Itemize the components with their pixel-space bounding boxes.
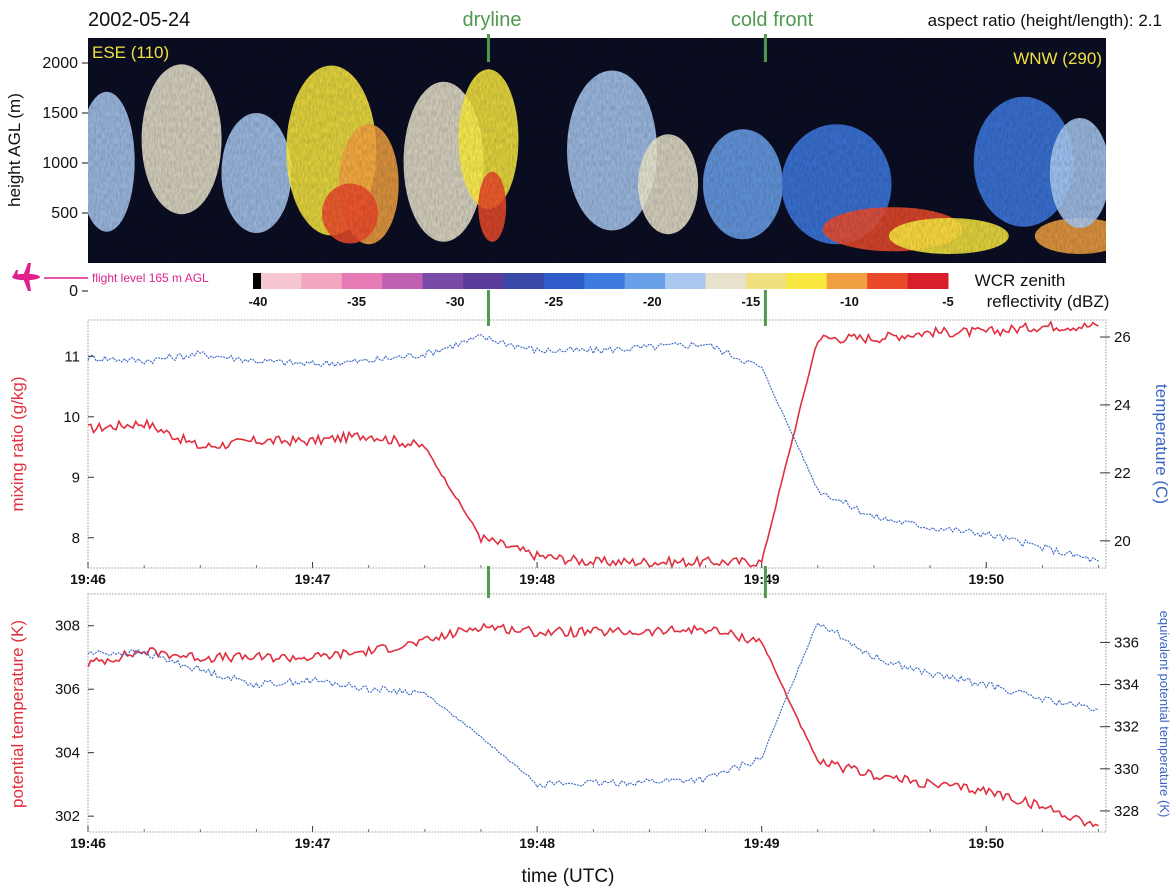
ytick-right-label: 24 bbox=[1114, 397, 1131, 414]
marker-label-cold-front: cold front bbox=[731, 9, 814, 31]
colorbar-cell bbox=[665, 273, 707, 289]
ytick-right-label: 328 bbox=[1114, 803, 1139, 820]
colorbar-cell bbox=[867, 273, 909, 289]
colorbar-tick-label: -25 bbox=[544, 294, 563, 309]
xtick-label: 19:49 bbox=[744, 835, 780, 851]
colorbar-cell bbox=[463, 273, 504, 289]
ytick-left-label: 10 bbox=[63, 409, 80, 426]
colorbar-cell bbox=[261, 273, 302, 289]
colorbar-cell bbox=[786, 273, 828, 289]
date-label: 2002-05-24 bbox=[88, 9, 190, 31]
marker-label-dryline: dryline bbox=[463, 9, 522, 31]
colorbar-tick-label: -10 bbox=[840, 294, 859, 309]
ytick-left-label: 9 bbox=[72, 469, 80, 486]
ytick-right-label: 22 bbox=[1114, 465, 1131, 482]
colorbar-ticks: -40 -35 -30 -25 -20 -15 -10 -5 bbox=[249, 294, 954, 309]
radar-ytick-label: 1500 bbox=[42, 105, 78, 122]
ytick-left-label: 306 bbox=[55, 681, 80, 698]
ytick-right-label: 336 bbox=[1114, 634, 1139, 651]
xtick-label: 19:46 bbox=[70, 835, 106, 851]
bottom-panel-frame bbox=[87, 593, 1107, 833]
ytick-right-label: 26 bbox=[1114, 329, 1131, 346]
xtick-label: 19:49 bbox=[744, 571, 780, 587]
ytick-left-label: 8 bbox=[72, 530, 80, 547]
colorbar-tick-label: -15 bbox=[741, 294, 760, 309]
radar-ylabel: height AGL (m) bbox=[5, 93, 24, 207]
temperature-ylabel: temperature (C) bbox=[1152, 384, 1170, 504]
ytick-right-label: 332 bbox=[1114, 719, 1139, 736]
colorbar-cell bbox=[382, 273, 424, 289]
colorbar-label-line2: reflectivity (dBZ) bbox=[987, 292, 1110, 311]
direction-right: WNW (290) bbox=[1013, 49, 1102, 68]
xtick-label: 19:50 bbox=[968, 571, 1004, 587]
colorbar-cell bbox=[745, 273, 787, 289]
middle-panel-frame bbox=[87, 319, 1107, 569]
radar-speckle bbox=[88, 38, 1106, 263]
ytick-left-label: 308 bbox=[55, 618, 80, 635]
bottom-plot-area: 302 304 306 308 328 330 332 334 336 19:46 19:47 19:… bbox=[55, 618, 1139, 851]
colorbar-cell bbox=[341, 273, 383, 289]
middle-plot-area: 8 9 10 11 20 22 24 26 19:46 19:47 19:48 19:49 19:50 bbox=[63, 320, 1131, 587]
radar-panel: ESE (110) WNW (290) 2000 1500 1000 500 0 hei… bbox=[5, 38, 1106, 300]
radar-y-axis: 2000 1500 1000 500 0 bbox=[42, 55, 88, 300]
colorbar-cell bbox=[301, 273, 343, 289]
colorbar-tick-label: -5 bbox=[942, 294, 954, 309]
colorbar-cells bbox=[261, 273, 949, 289]
colorbar-tick-label: -35 bbox=[347, 294, 366, 309]
equivalent-potential-temperature-ylabel: equivalent potential temperature (K) bbox=[1157, 611, 1170, 818]
ytick-left-label: 304 bbox=[55, 745, 80, 762]
radar-ytick-label: 0 bbox=[69, 283, 78, 300]
xtick-label: 19:48 bbox=[519, 835, 555, 851]
colorbar-tick-label: -40 bbox=[249, 294, 268, 309]
radar-ytick-label: 1000 bbox=[42, 155, 78, 172]
colorbar-cell bbox=[705, 273, 747, 289]
potential-temperature-panel: 302 304 306 308 328 330 332 334 336 19:46 19:47 19:… bbox=[8, 593, 1170, 887]
series-line bbox=[87, 334, 1099, 563]
series-line bbox=[87, 622, 1099, 788]
airplane-icon bbox=[12, 263, 40, 291]
xtick-label: 19:48 bbox=[519, 571, 555, 587]
potential-temperature-ylabel: potential temperature (K) bbox=[8, 620, 27, 808]
colorbar-cell bbox=[584, 273, 626, 289]
colorbar-tick-label: -30 bbox=[446, 294, 465, 309]
colorbar-cell bbox=[826, 273, 868, 289]
xtick-label: 19:46 bbox=[70, 571, 106, 587]
flight-level-label: flight level 165 m AGL bbox=[92, 271, 209, 285]
time-xlabel: time (UTC) bbox=[522, 866, 615, 887]
ytick-left-label: 302 bbox=[55, 808, 80, 825]
colorbar-cell bbox=[503, 273, 545, 289]
colorbar-cell bbox=[624, 273, 666, 289]
flight-level-indicator: flight level 165 m AGL bbox=[12, 263, 209, 291]
radar-ytick-label: 2000 bbox=[42, 55, 78, 72]
colorbar: -40 -35 -30 -25 -20 -15 -10 -5 WCR zenith refle… bbox=[249, 271, 1110, 311]
ytick-left-label: 11 bbox=[64, 348, 80, 365]
radar-ytick-label: 500 bbox=[51, 205, 78, 222]
direction-left: ESE (110) bbox=[92, 43, 169, 62]
xtick-label: 19:47 bbox=[295, 835, 331, 851]
colorbar-cell bbox=[907, 273, 949, 289]
colorbar-tick-label: -20 bbox=[643, 294, 662, 309]
series-line bbox=[87, 622, 1099, 828]
ytick-right-label: 330 bbox=[1114, 761, 1139, 778]
mixing-ratio-ylabel: mixing ratio (g/kg) bbox=[8, 376, 27, 511]
ytick-right-label: 334 bbox=[1114, 677, 1139, 694]
colorbar-black-cell bbox=[253, 273, 261, 289]
colorbar-cell bbox=[422, 273, 464, 289]
xtick-label: 19:47 bbox=[295, 571, 331, 587]
xtick-label: 19:50 bbox=[968, 835, 1004, 851]
colorbar-label-line1: WCR zenith bbox=[975, 271, 1066, 290]
front-markers bbox=[486, 34, 767, 598]
ytick-right-label: 20 bbox=[1114, 533, 1131, 550]
series-line bbox=[87, 320, 1099, 570]
colorbar-cell bbox=[543, 273, 585, 289]
aspect-ratio-label: aspect ratio (height/length): 2.1 bbox=[928, 11, 1162, 30]
